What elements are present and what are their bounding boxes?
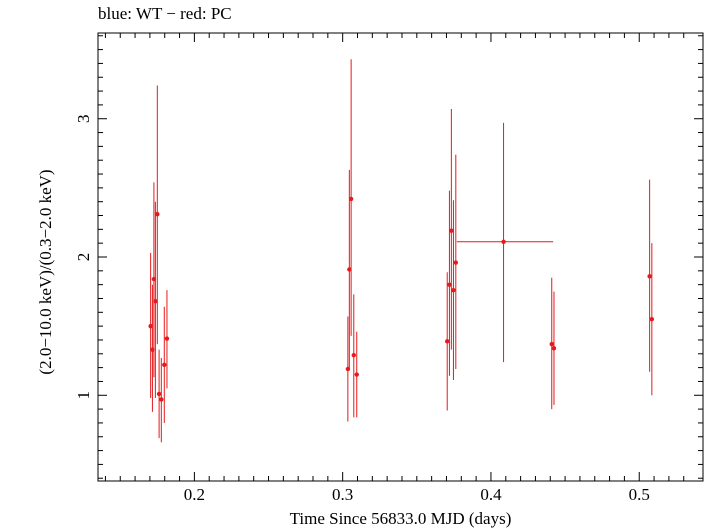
data-point bbox=[351, 352, 356, 358]
data-point bbox=[159, 397, 164, 402]
x-tick-label: 0.4 bbox=[480, 485, 502, 504]
data-point bbox=[447, 282, 452, 287]
data-point bbox=[348, 196, 354, 202]
data-point bbox=[549, 341, 554, 347]
y-tick-label: 3 bbox=[74, 114, 93, 123]
data-point bbox=[445, 339, 450, 344]
data-point bbox=[451, 287, 456, 293]
data-point bbox=[164, 336, 170, 341]
data-point bbox=[153, 299, 158, 304]
data-point bbox=[647, 274, 652, 279]
data-point bbox=[148, 323, 153, 329]
data-point bbox=[501, 239, 506, 244]
data-point bbox=[156, 391, 162, 397]
chart-title: blue: WT − red: PC bbox=[98, 4, 232, 23]
axis-ticks bbox=[98, 33, 703, 481]
y-tick-label: 1 bbox=[74, 391, 93, 400]
data-point bbox=[649, 317, 655, 322]
plot-frame bbox=[97, 32, 704, 482]
x-tick-label: 0.2 bbox=[184, 485, 205, 504]
axis-tick-labels: 0.2 0.3 0.4 0.5 1 2 3 bbox=[74, 114, 650, 504]
x-tick-label: 0.5 bbox=[629, 485, 650, 504]
data-point bbox=[551, 346, 557, 351]
x-axis-label: Time Since 56833.0 MJD (days) bbox=[289, 509, 512, 528]
x-tick-label: 0.3 bbox=[332, 485, 353, 504]
y-tick-label: 2 bbox=[74, 253, 93, 262]
data-point bbox=[354, 372, 359, 377]
data-point bbox=[347, 267, 352, 272]
y-axis-label: (2.0−10.0 keV)/(0.3−2.0 keV) bbox=[36, 169, 55, 375]
data-point bbox=[453, 260, 459, 265]
data-point bbox=[449, 228, 454, 233]
data-marks bbox=[148, 59, 655, 443]
data-point bbox=[155, 211, 160, 217]
data-point bbox=[162, 362, 167, 368]
